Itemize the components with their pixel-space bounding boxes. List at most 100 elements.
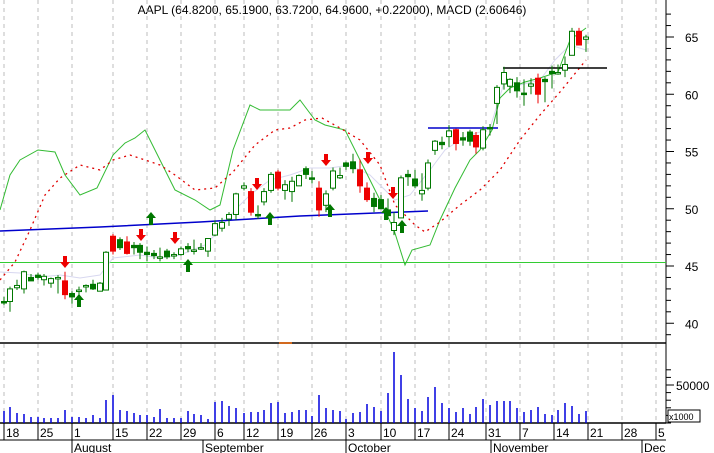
down-arrow-icon <box>366 152 370 158</box>
candle-body <box>521 92 527 96</box>
candle-body <box>97 282 103 292</box>
candle-body <box>157 256 163 259</box>
candle-body <box>453 129 459 144</box>
candle-body <box>371 197 377 207</box>
down-arrow-icon <box>170 238 180 244</box>
lower-band <box>0 44 587 279</box>
candle-body <box>261 191 267 203</box>
candle-body <box>255 213 261 217</box>
up-arrow-icon <box>325 204 335 210</box>
up-arrow-icon <box>74 294 84 300</box>
candle-body <box>535 77 541 95</box>
price-tick-label: 40 <box>685 317 699 331</box>
candle-body <box>350 161 356 170</box>
moving-average <box>0 59 587 281</box>
candle-body <box>446 130 452 138</box>
day-label: 31 <box>488 426 502 440</box>
up-arrow-icon <box>381 207 391 213</box>
candle-body <box>378 199 384 210</box>
candle-body <box>1 300 7 304</box>
price-tick-label: 50 <box>685 203 699 217</box>
candle-body <box>303 168 309 175</box>
price-tick-label: 60 <box>685 88 699 102</box>
day-label: 5 <box>658 426 665 440</box>
candle-body <box>569 30 575 56</box>
candle-body <box>439 141 445 146</box>
up-arrow-icon <box>183 259 193 265</box>
candle-body <box>219 221 225 229</box>
candle-body <box>494 86 500 104</box>
up-arrow-icon <box>265 212 275 218</box>
volume-unit-box <box>667 409 701 423</box>
day-label: 12 <box>246 426 260 440</box>
candle-body <box>487 126 493 130</box>
day-label: 7 <box>522 426 529 440</box>
up-arrow-icon <box>328 210 332 217</box>
candle-body <box>419 189 425 195</box>
candle-body <box>28 276 34 282</box>
candle-body <box>391 221 397 232</box>
day-label: 18 <box>6 426 20 440</box>
up-arrow-icon <box>400 226 404 233</box>
price-tick-label: 45 <box>685 260 699 274</box>
candle-body <box>14 284 20 289</box>
candle-body <box>583 36 589 40</box>
up-arrow-icon <box>149 218 153 225</box>
candle-body <box>460 137 466 141</box>
down-arrow-icon <box>136 235 146 241</box>
day-label: 26 <box>314 426 328 440</box>
candle-body <box>412 178 418 187</box>
candle-body <box>289 180 295 193</box>
candle-body <box>62 280 68 296</box>
candle-body <box>41 275 47 281</box>
candle-body <box>48 278 54 284</box>
up-arrow-icon <box>77 300 81 307</box>
candle-body <box>323 193 329 206</box>
candle-body <box>55 276 61 280</box>
day-label: 17 <box>417 426 431 440</box>
candle-body <box>212 223 218 236</box>
day-label: 3 <box>348 426 355 440</box>
candle-body <box>343 162 349 167</box>
down-arrow-icon <box>324 154 328 160</box>
month-label: November <box>493 441 548 453</box>
candle-body <box>528 83 534 87</box>
candle-body <box>398 177 404 219</box>
volume-unit-label: x1000 <box>669 412 694 422</box>
candle-body <box>549 70 555 75</box>
month-label: September <box>205 441 264 453</box>
candle-body <box>164 250 170 258</box>
down-arrow-icon <box>139 229 143 235</box>
candle-body <box>364 187 370 201</box>
candle-body <box>191 249 197 252</box>
chart-title: AAPL (64.8200, 65.1900, 63.7200, 64.9600… <box>137 3 527 17</box>
candle-body <box>576 30 582 46</box>
candle-body <box>268 173 274 191</box>
candle-body <box>480 129 486 149</box>
candle-body <box>296 175 302 187</box>
down-arrow-icon <box>321 160 331 166</box>
candle-body <box>473 134 479 148</box>
candle-body <box>124 241 130 254</box>
candle-body <box>171 254 177 257</box>
up-arrow-icon <box>397 220 407 226</box>
day-label: 10 <box>383 426 397 440</box>
candle-body <box>185 246 191 250</box>
candle-body <box>76 289 82 293</box>
up-arrow-icon <box>146 212 156 218</box>
price-tick-label: 65 <box>685 31 699 45</box>
candle-body <box>555 71 561 75</box>
candle-body <box>337 175 343 179</box>
candle-body <box>90 283 96 290</box>
candle-body <box>514 82 520 92</box>
candle-body <box>542 78 548 83</box>
down-arrow-icon <box>252 184 262 190</box>
candle-body <box>241 185 247 189</box>
candle-body <box>21 271 27 290</box>
candle-body <box>198 247 204 250</box>
candle-body <box>7 288 13 302</box>
volume-tick-label: 50000 <box>676 379 710 393</box>
candle-body <box>137 244 143 253</box>
day-label: 14 <box>556 426 570 440</box>
